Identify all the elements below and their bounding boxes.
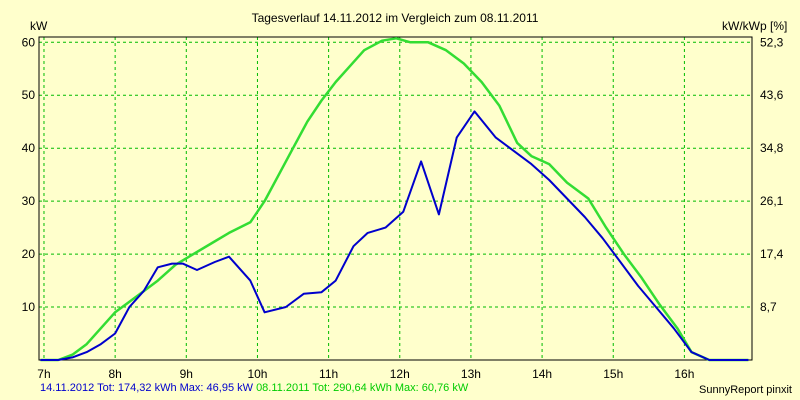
y-axis-label-left: kW (30, 19, 48, 33)
x-tick-label: 11h (319, 367, 338, 381)
x-tick-label: 8h (108, 367, 121, 381)
series-1-summary: 14.11.2012 Tot: 174,32 kWh Max: 46,95 kW (40, 382, 253, 394)
x-tick-label: 16h (674, 367, 694, 381)
tick-labels: 7h 8h 9h 10h 11h 12h 13h 14h 15h 16h 10 20 30 40 50 60 8… (22, 35, 784, 381)
y-tick-label-right: 26,1 (760, 194, 784, 208)
y-tick-label-left: 40 (22, 141, 36, 155)
x-tick-label: 15h (603, 367, 623, 381)
series-2-summary: 08.11.2011 Tot: 290,64 kWh Max: 60,76 kW (256, 382, 469, 394)
y-axis-label-right: kW/kWp [%] (722, 19, 787, 33)
y-tick-label-right: 8,7 (760, 300, 777, 314)
y-tick-label-left: 30 (22, 194, 36, 208)
plot-frame (38, 36, 753, 361)
credit-label: SunnyReport pinxit (699, 384, 792, 396)
x-tick-label: 7h (37, 367, 50, 381)
y-tick-label-right: 43,6 (760, 88, 784, 102)
chart-footer: 14.11.2012 Tot: 174,32 kWh Max: 46,95 kW… (40, 382, 468, 394)
y-tick-label-left: 60 (22, 35, 36, 49)
chart-title: Tagesverlauf 14.11.2012 im Vergleich zum… (252, 11, 539, 25)
x-tick-label: 12h (390, 367, 410, 381)
x-tick-label: 9h (180, 367, 193, 381)
y-tick-label-right: 34,8 (760, 141, 784, 155)
x-tick-label: 10h (247, 367, 267, 381)
series-line-2 (40, 37, 749, 362)
x-tick-label: 13h (461, 367, 481, 381)
x-tick-label: 14h (532, 367, 552, 381)
chart-grid (39, 37, 752, 360)
y-tick-label-right: 17,4 (760, 247, 784, 261)
y-tick-label-left: 50 (22, 88, 36, 102)
y-tick-label-left: 10 (22, 300, 36, 314)
series-layer (40, 37, 749, 362)
series-line-1 (40, 110, 749, 361)
y-tick-label-right: 52,3 (760, 35, 784, 49)
y-tick-label-left: 20 (22, 247, 36, 261)
